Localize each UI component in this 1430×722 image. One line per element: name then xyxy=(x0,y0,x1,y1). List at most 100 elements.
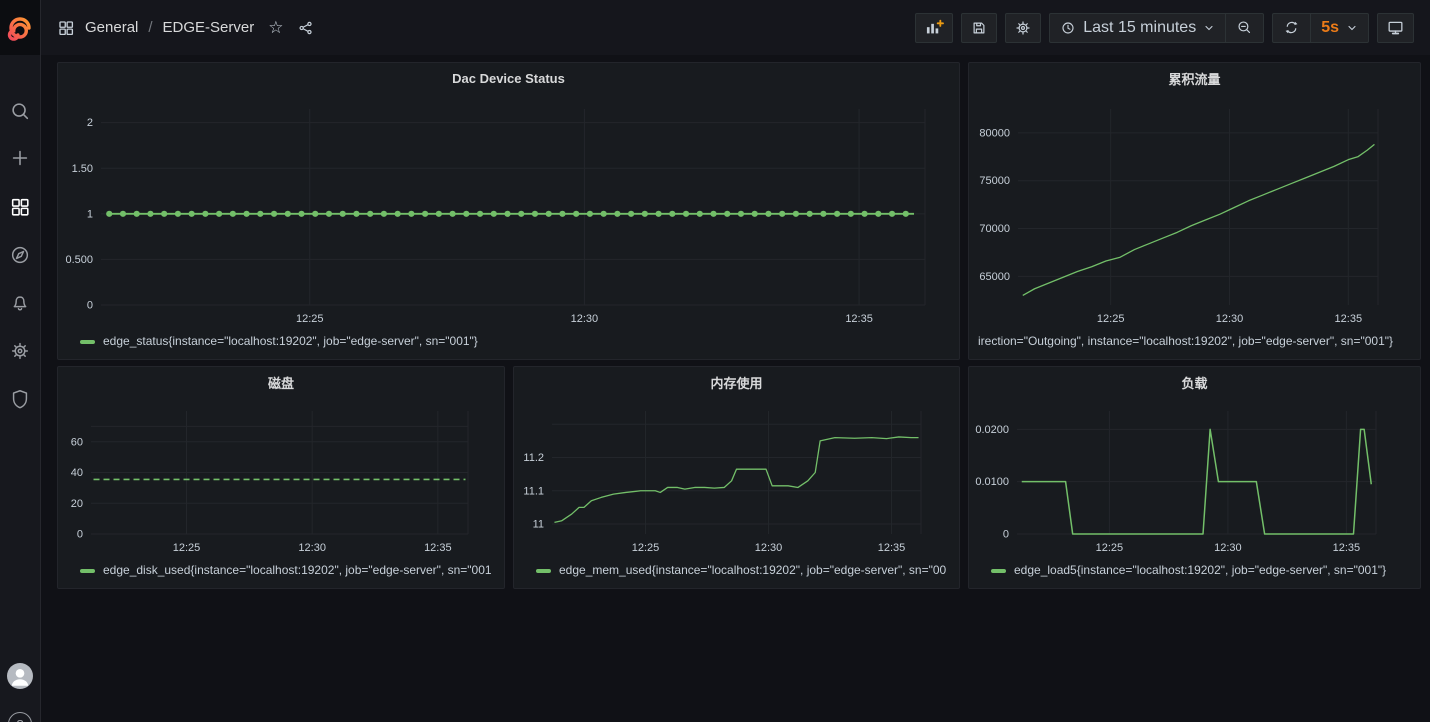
breadcrumb: General / EDGE-Server ☆ xyxy=(57,19,315,37)
panel-load: 负载 0 0.0100 0.0200 12:25 12:30 12:35 edge_loa… xyxy=(968,366,1421,589)
chevron-down-icon xyxy=(1346,22,1358,34)
panel-title[interactable]: 累积流量 xyxy=(969,63,1420,93)
refresh-interval-picker[interactable]: 5s xyxy=(1311,14,1368,42)
legend-label: edge_mem_used{instance="localhost:19202"… xyxy=(559,563,946,577)
svg-text:12:30: 12:30 xyxy=(1216,313,1244,325)
legend-label: irection="Outgoing", instance="localhost… xyxy=(978,334,1393,348)
dashboard-canvas: Dac Device Status 0 0.500 1 1.50 2 12:25 12:30… xyxy=(41,55,1430,722)
svg-text:60: 60 xyxy=(71,436,83,448)
star-icon[interactable]: ☆ xyxy=(268,19,283,36)
server-admin-shield-icon[interactable] xyxy=(0,382,40,416)
svg-text:40: 40 xyxy=(71,467,83,479)
save-dashboard-button[interactable] xyxy=(961,13,997,43)
svg-text:80000: 80000 xyxy=(979,127,1010,139)
dashboard-settings-button[interactable] xyxy=(1005,13,1041,43)
svg-text:0: 0 xyxy=(1003,529,1009,541)
configuration-gear-icon[interactable] xyxy=(0,334,40,368)
grafana-app: ? General / EDGE-Server ☆ xyxy=(0,0,1430,722)
dashboard-topbar: General / EDGE-Server ☆ xyxy=(41,0,1430,55)
help-icon[interactable]: ? xyxy=(8,712,32,722)
timeseries-plot[interactable]: 0 0.0100 0.0200 12:25 12:30 12:35 xyxy=(969,397,1420,560)
legend-color-dash xyxy=(80,569,95,573)
dashboards-icon[interactable] xyxy=(0,190,40,224)
svg-text:12:25: 12:25 xyxy=(632,542,660,554)
svg-text:11.1: 11.1 xyxy=(523,485,544,497)
svg-text:0.0200: 0.0200 xyxy=(975,424,1009,436)
kiosk-mode-button[interactable] xyxy=(1377,13,1414,43)
share-icon[interactable] xyxy=(297,19,315,37)
clock-icon xyxy=(1060,20,1076,36)
panel-dac-device-status: Dac Device Status 00.50011.50212:2512:30… xyxy=(57,62,960,360)
svg-text:12:25: 12:25 xyxy=(173,542,201,554)
legend-item[interactable]: irection="Outgoing", instance="localhost… xyxy=(969,331,1420,359)
timeseries-plot[interactable]: 00.50011.50212:2512:3012:35 xyxy=(58,93,959,331)
svg-text:11.2: 11.2 xyxy=(523,452,544,464)
refresh-button[interactable] xyxy=(1273,14,1310,42)
svg-text:2: 2 xyxy=(87,117,93,129)
search-icon[interactable] xyxy=(0,94,40,128)
legend-label: edge_status{instance="localhost:19202", … xyxy=(103,334,478,348)
timeseries-plot[interactable]: 0 20 40 60 12:25 12:30 12:35 xyxy=(58,397,504,560)
svg-text:0.0100: 0.0100 xyxy=(975,476,1009,488)
svg-text:12:35: 12:35 xyxy=(878,542,906,554)
svg-text:12:30: 12:30 xyxy=(1214,542,1242,554)
legend-color-dash xyxy=(80,340,95,344)
legend-label: edge_load5{instance="localhost:19202", j… xyxy=(1014,563,1386,577)
svg-text:12:25: 12:25 xyxy=(1097,313,1125,325)
svg-text:12:35: 12:35 xyxy=(1335,313,1363,325)
svg-text:70000: 70000 xyxy=(979,223,1010,235)
create-plus-icon[interactable] xyxy=(0,141,40,175)
legend-color-dash xyxy=(536,569,551,573)
grafana-logo[interactable] xyxy=(0,0,40,55)
zoom-out-icon xyxy=(1236,19,1253,36)
time-range-label: Last 15 minutes xyxy=(1083,19,1196,37)
svg-text:0.500: 0.500 xyxy=(65,254,93,266)
side-menu: ? xyxy=(0,0,41,722)
panel-disk: 磁盘 0 20 40 60 12:25 12:30 12:35 edge_disk_used… xyxy=(57,366,505,589)
chevron-down-icon xyxy=(1203,22,1215,34)
time-range-picker[interactable]: Last 15 minutes xyxy=(1050,14,1225,42)
panel-title[interactable]: 内存使用 xyxy=(514,367,959,397)
panel-title[interactable]: 磁盘 xyxy=(58,367,504,397)
svg-text:0: 0 xyxy=(77,529,83,541)
legend-item[interactable]: edge_load5{instance="localhost:19202", j… xyxy=(969,560,1420,588)
refresh-interval-label: 5s xyxy=(1321,19,1339,37)
user-avatar[interactable] xyxy=(7,663,33,689)
svg-text:12:30: 12:30 xyxy=(298,542,326,554)
breadcrumb-dashboard-title[interactable]: EDGE-Server xyxy=(163,19,255,36)
panel-title[interactable]: 负载 xyxy=(969,367,1420,397)
timeseries-plot[interactable]: 65000 70000 75000 80000 12:25 12:30 12:35 xyxy=(969,93,1420,331)
svg-text:12:35: 12:35 xyxy=(424,542,452,554)
alerting-bell-icon[interactable] xyxy=(0,286,40,320)
legend-label: edge_disk_used{instance="localhost:19202… xyxy=(103,563,492,577)
svg-text:1.50: 1.50 xyxy=(72,163,93,175)
explore-compass-icon[interactable] xyxy=(0,238,40,272)
add-panel-button[interactable] xyxy=(915,13,953,43)
legend-item[interactable]: edge_mem_used{instance="localhost:19202"… xyxy=(514,560,959,588)
svg-text:12:35: 12:35 xyxy=(845,313,873,325)
svg-text:0: 0 xyxy=(87,300,93,312)
svg-text:65000: 65000 xyxy=(979,271,1010,283)
breadcrumb-separator: / xyxy=(148,19,152,36)
svg-text:12:25: 12:25 xyxy=(296,313,324,325)
svg-text:12:25: 12:25 xyxy=(1096,542,1124,554)
dashboard-grid-icon[interactable] xyxy=(57,19,75,37)
refresh-icon xyxy=(1283,19,1300,36)
panel-cumulative-traffic: 累积流量 65000 70000 75000 80000 12:25 12:30 12:35… xyxy=(968,62,1421,360)
legend-item[interactable]: edge_status{instance="localhost:19202", … xyxy=(58,331,959,359)
legend-color-dash xyxy=(991,569,1006,573)
dashboard-toolbar: Last 15 minutes xyxy=(915,13,1414,43)
refresh-group: 5s xyxy=(1272,13,1369,43)
panel-memory-usage: 内存使用 1111.111.212:2512:3012:35 edge_mem_… xyxy=(513,366,960,589)
breadcrumb-folder[interactable]: General xyxy=(85,19,138,36)
timeseries-plot[interactable]: 1111.111.212:2512:3012:35 xyxy=(514,397,959,560)
monitor-icon xyxy=(1386,18,1405,37)
legend-item[interactable]: edge_disk_used{instance="localhost:19202… xyxy=(58,560,504,588)
svg-text:20: 20 xyxy=(71,498,83,510)
panel-title[interactable]: Dac Device Status xyxy=(58,63,959,93)
svg-text:12:35: 12:35 xyxy=(1333,542,1361,554)
zoom-out-button[interactable] xyxy=(1226,14,1263,42)
svg-text:1: 1 xyxy=(87,208,93,220)
svg-text:75000: 75000 xyxy=(979,175,1010,187)
svg-text:11: 11 xyxy=(533,519,544,531)
